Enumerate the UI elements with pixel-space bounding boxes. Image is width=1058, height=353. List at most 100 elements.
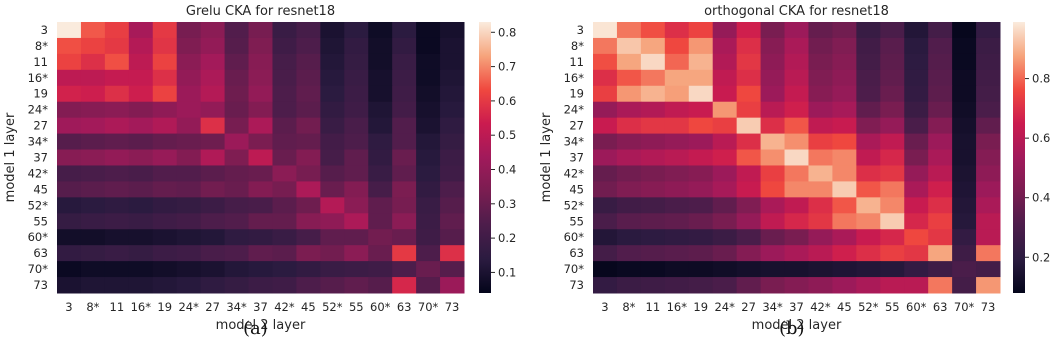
heatmap-cell: [248, 37, 273, 55]
heatmap-cell: [320, 277, 345, 294]
heatmap-cell: [176, 117, 202, 135]
heatmap-cell: [593, 197, 618, 214]
heatmap-cell: [880, 277, 905, 294]
y-tick-label: 63: [569, 246, 584, 260]
heatmap-cell: [392, 213, 417, 230]
heatmap-cell: [440, 53, 465, 71]
caption-a: (a): [243, 318, 268, 339]
heatmap-cell: [80, 165, 106, 182]
heatmap-cell: [904, 117, 929, 135]
heatmap-cell: [808, 22, 833, 39]
heatmap-cell: [224, 261, 250, 278]
heatmap-cell: [640, 181, 666, 198]
heatmap-cell: [760, 117, 786, 135]
heatmap-cell: [712, 261, 738, 278]
heatmap-cell: [784, 85, 809, 103]
heatmap-cell: [57, 85, 82, 103]
x-axis-label: model 2 layer: [752, 318, 842, 333]
heatmap-cell: [200, 85, 226, 103]
x-tick-label: 16*: [667, 300, 688, 314]
heatmap-cell: [904, 165, 929, 182]
heatmap-cell: [904, 181, 929, 198]
x-tick-label: 37: [789, 300, 804, 314]
heatmap-cell: [176, 277, 202, 294]
heatmap-cell: [904, 22, 929, 39]
heatmap-cell: [808, 85, 833, 103]
heatmap-cell: [224, 117, 250, 135]
heatmap-cell: [224, 101, 250, 119]
y-tick-label: 24*: [28, 103, 49, 117]
heatmap-cell: [320, 149, 345, 166]
heatmap-cell: [440, 165, 465, 182]
colorbar-tick-label: 0.1: [498, 265, 516, 279]
heatmap-cell: [880, 133, 905, 151]
heatmap-cell: [832, 101, 857, 119]
heatmap-cell: [224, 85, 250, 103]
heatmap-cell: [224, 37, 250, 55]
heatmap-cell: [640, 37, 666, 55]
heatmap-cell: [440, 101, 465, 119]
y-tick-label: 55: [569, 214, 584, 228]
heatmap-cell: [416, 117, 441, 135]
heatmap-cell: [344, 133, 369, 151]
heatmap-cell: [688, 245, 714, 262]
heatmap-cell: [416, 101, 441, 119]
heatmap-cell: [593, 53, 618, 71]
heatmap-cell: [440, 229, 465, 246]
heatmap-cell: [344, 37, 369, 55]
heatmap-cell: [593, 101, 618, 119]
heatmap-cell: [248, 165, 273, 182]
heatmap-cell: [104, 261, 130, 278]
y-tick-label: 34*: [564, 135, 585, 149]
heatmap-cell: [664, 133, 690, 151]
heatmap-cell: [736, 149, 762, 166]
heatmap-cell: [952, 22, 977, 39]
heatmap-cell: [784, 133, 809, 151]
heatmap-cell: [344, 213, 369, 230]
heatmap-cell: [736, 197, 762, 214]
heatmap-cell: [368, 149, 393, 166]
heatmap-cell: [416, 245, 441, 262]
heatmap-cell: [712, 213, 738, 230]
heatmap-cell: [664, 213, 690, 230]
heatmap-cell: [368, 22, 393, 39]
heatmap-cell: [712, 197, 738, 214]
heatmap-cell: [616, 69, 642, 87]
heatmap-cell: [57, 149, 82, 166]
heatmap-cell: [640, 133, 666, 151]
heatmap-cell: [712, 101, 738, 119]
heatmap-cell: [416, 53, 441, 71]
heatmap-cell: [104, 133, 130, 151]
heatmap-cell: [952, 149, 977, 166]
heatmap-cell: [640, 101, 666, 119]
heatmap-cell: [128, 165, 154, 182]
heatmap-cell: [832, 165, 857, 182]
heatmap-cell: [152, 53, 178, 71]
heatmap-cell: [57, 22, 82, 39]
heatmap-cell: [152, 213, 178, 230]
heatmap-cell: [416, 133, 441, 151]
x-tick-label: 55: [349, 300, 364, 314]
heatmap-cell: [904, 261, 929, 278]
heatmap-cell: [296, 85, 321, 103]
heatmap-cell: [736, 133, 762, 151]
heatmap-cell: [224, 133, 250, 151]
heatmap-cell: [344, 22, 369, 39]
heatmap-cell: [664, 181, 690, 198]
heatmap-cell: [880, 117, 905, 135]
heatmap-cell: [856, 277, 881, 294]
heatmap-cell: [593, 22, 618, 39]
heatmap-cell: [880, 213, 905, 230]
heatmap-cell: [784, 53, 809, 71]
heatmap-cell: [856, 165, 881, 182]
heatmap-cell: [736, 37, 762, 55]
heatmap-cell: [104, 229, 130, 246]
heatmap-cell: [736, 165, 762, 182]
heatmap-cell: [616, 261, 642, 278]
heatmap-cell: [368, 245, 393, 262]
heatmap-cell: [712, 165, 738, 182]
heatmap-cell: [688, 69, 714, 87]
heatmap-cell: [128, 22, 154, 39]
heatmap-cell: [928, 245, 953, 262]
x-tick-label: 52*: [858, 300, 879, 314]
